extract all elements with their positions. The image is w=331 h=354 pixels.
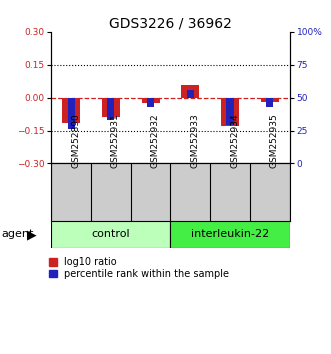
Text: GSM252934: GSM252934 (230, 114, 239, 168)
Text: control: control (92, 229, 130, 239)
Title: GDS3226 / 36962: GDS3226 / 36962 (109, 17, 232, 31)
Bar (181, 85, 199, 98)
Bar (68, 98, 75, 129)
Bar (147, 98, 154, 107)
Bar (62, 98, 80, 123)
Text: GSM252935: GSM252935 (270, 113, 279, 168)
Text: GSM252890: GSM252890 (71, 113, 80, 168)
Bar (261, 98, 279, 102)
Text: GSM252933: GSM252933 (190, 113, 199, 168)
Text: interleukin-22: interleukin-22 (191, 229, 269, 239)
Text: GSM252932: GSM252932 (151, 114, 160, 168)
Bar (102, 98, 120, 118)
Bar (51, 221, 170, 248)
Text: agent: agent (2, 229, 34, 239)
Text: GSM252931: GSM252931 (111, 113, 120, 168)
Legend: log10 ratio, percentile rank within the sample: log10 ratio, percentile rank within the … (48, 256, 230, 280)
Text: ▶: ▶ (27, 228, 37, 241)
Bar (187, 90, 194, 98)
Bar (170, 221, 290, 248)
Bar (142, 98, 160, 103)
Bar (221, 98, 239, 126)
Bar (266, 98, 273, 107)
Bar (226, 98, 234, 125)
Bar (107, 98, 115, 120)
